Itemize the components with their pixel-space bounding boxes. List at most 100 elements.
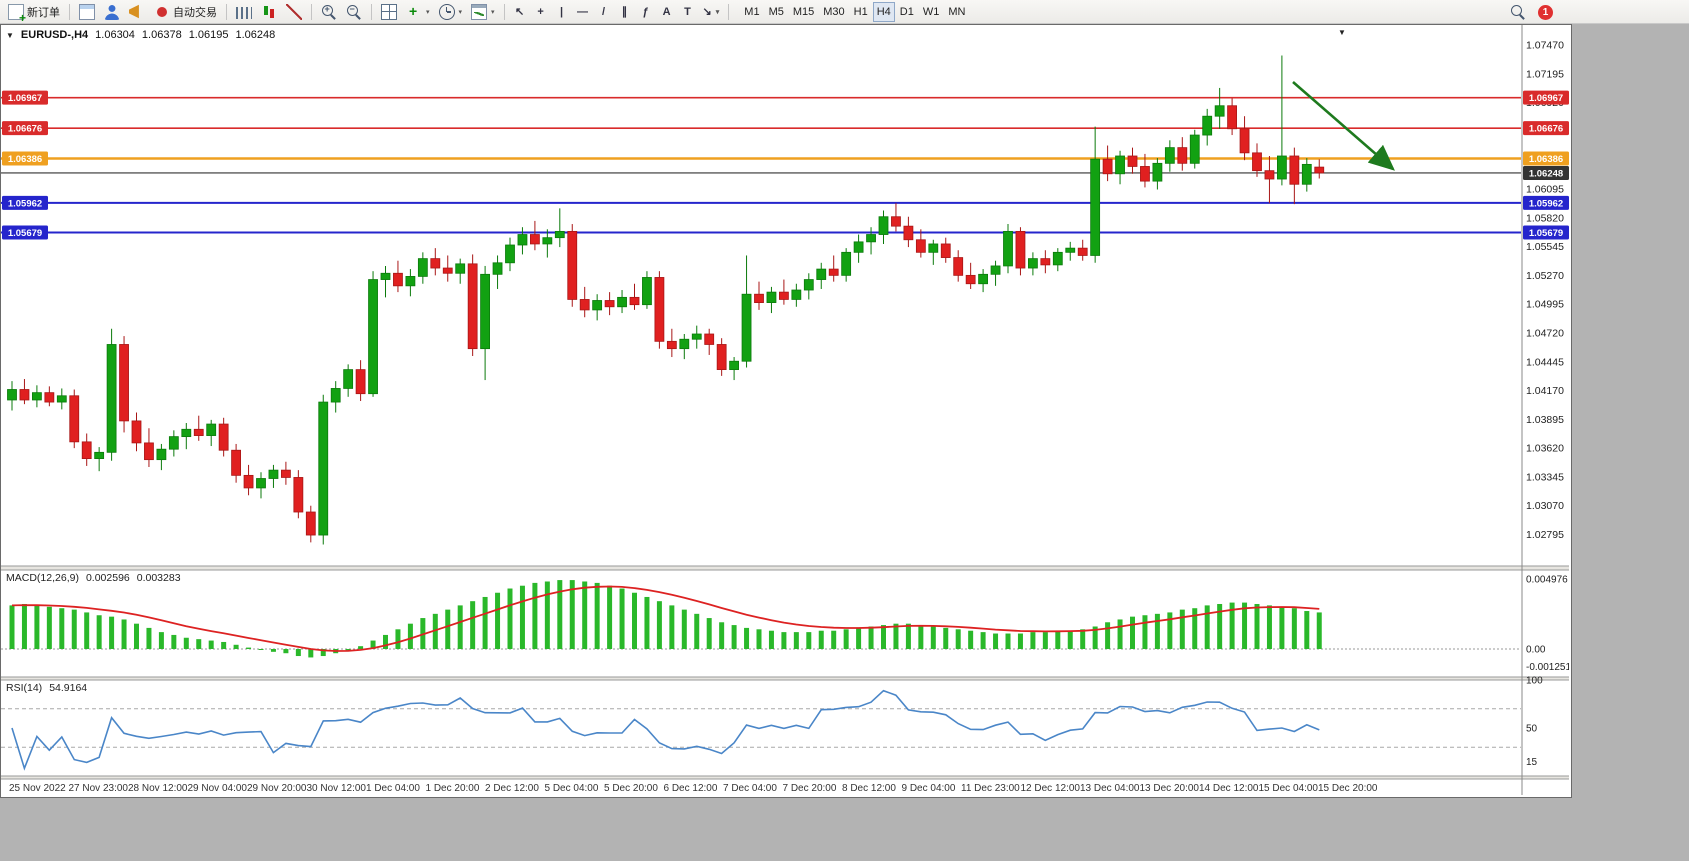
candle	[280, 461, 291, 485]
timeframe-mn-button[interactable]: MN	[944, 2, 969, 22]
arrows-tool-button[interactable]: ↘ ▾	[699, 2, 724, 22]
timeframe-m1-button[interactable]: M1	[740, 2, 763, 22]
candle	[779, 279, 789, 305]
candle	[754, 281, 764, 310]
candle	[119, 336, 129, 433]
zoom-in-button[interactable]: +	[317, 2, 341, 22]
bar-chart-mode-button[interactable]	[232, 2, 256, 22]
time-axis[interactable]: 25 Nov 2022 27 Nov 23:00 28 Nov 12:00 29 No…	[9, 783, 1378, 794]
macd-histogram-bar	[1179, 609, 1185, 649]
price-line-badge-label: 1.05962	[1529, 198, 1563, 209]
timeframe-m5-button[interactable]: M5	[765, 2, 788, 22]
macd-histogram-bar	[694, 613, 700, 649]
candle	[318, 394, 329, 545]
text-tool-button[interactable]: A	[657, 2, 677, 22]
macd-histogram-bar	[1204, 605, 1210, 649]
panel-separator[interactable]	[1, 677, 1569, 680]
macd-histogram-bar	[457, 605, 463, 649]
macd-histogram-bar	[1217, 603, 1223, 649]
trend-arrow-object[interactable]	[1292, 81, 1395, 171]
time-axis-label: 28 Nov 12:00	[128, 783, 188, 794]
profile-button[interactable]	[100, 2, 124, 22]
macd-histogram-bar	[532, 582, 538, 649]
candle	[666, 328, 677, 358]
toolbar-separator	[311, 3, 312, 20]
macd-histogram-bar	[930, 626, 936, 649]
candle	[816, 262, 827, 289]
price-badge-layer: 1.06967 1.06967 1.06676 1.06676 1.06386 1.063…	[2, 90, 1569, 240]
candle	[878, 210, 889, 244]
candle	[480, 265, 491, 381]
fibonacci-tool-button[interactable]: ƒ	[636, 2, 656, 22]
bar-chart-icon	[236, 6, 252, 19]
price-line-badge	[2, 90, 48, 105]
one-click-trading-toggle-icon[interactable]: ▼	[6, 30, 14, 40]
crosshair-tool-button[interactable]: +	[531, 2, 551, 22]
chart-shift-marker-icon[interactable]: ▼	[1338, 28, 1346, 37]
timeframe-m30-button[interactable]: M30	[819, 2, 848, 22]
candle	[243, 464, 254, 496]
macd-histogram-bar	[831, 630, 837, 649]
macd-histogram-bar	[1055, 630, 1061, 649]
panel-separator[interactable]	[1, 776, 1569, 779]
price-axis[interactable]: 1.074701.071951.069201.066451.063701.060…	[1526, 40, 1569, 769]
price-line-badge	[1523, 165, 1569, 180]
autotrading-icon	[154, 4, 170, 20]
candle	[866, 227, 876, 255]
price-line-badge-label: 1.06967	[1529, 93, 1563, 104]
trendline-tool-button[interactable]: /	[594, 2, 614, 22]
panel-separator[interactable]	[1, 566, 1569, 570]
candle	[81, 433, 92, 466]
timeframe-w1-button[interactable]: W1	[919, 2, 944, 22]
channel-tool-button[interactable]: ∥	[615, 2, 635, 22]
candle	[231, 443, 242, 483]
macd-histogram-bar	[1279, 606, 1285, 649]
macd-histogram-bar	[619, 588, 625, 649]
notification-badge[interactable]: 1	[1538, 4, 1553, 20]
template-button[interactable]: ▾	[467, 2, 499, 22]
search-button[interactable]	[1506, 2, 1530, 22]
cursor-tool-button[interactable]: ↖	[510, 2, 530, 22]
price-line-badge	[1523, 151, 1569, 166]
candle	[891, 203, 901, 232]
period-button[interactable]: ▾	[435, 2, 467, 22]
macd-histogram-bar	[1092, 626, 1098, 649]
horizontal-line-tool-button[interactable]: —	[573, 2, 593, 22]
chart-canvas[interactable]: ▼ 1.074701.071951.069201.066451.063701.06…	[1, 25, 1569, 795]
trendline-icon: /	[602, 5, 606, 18]
timeframe-h4-button[interactable]: H4	[872, 1, 895, 22]
timeframe-d1-button[interactable]: D1	[896, 2, 918, 22]
zoom-out-button[interactable]: −	[342, 2, 366, 22]
add-indicator-button[interactable]: ▾	[402, 2, 434, 22]
new-order-button[interactable]: 新订单	[4, 2, 64, 24]
macd-histogram-bar	[768, 630, 774, 649]
chart-window-button[interactable]	[75, 2, 99, 22]
price-axis-label: 1.05820	[1526, 212, 1564, 224]
price-line-badge	[1523, 225, 1569, 240]
chart-symbol-title: EURUSD-,H4	[20, 29, 89, 41]
candle	[343, 364, 354, 397]
vertical-line-tool-button[interactable]: |	[552, 2, 572, 22]
tile-windows-button[interactable]	[377, 2, 401, 22]
macd-histogram-bar	[1192, 608, 1198, 649]
line-chart-icon	[286, 3, 302, 20]
candle	[1003, 224, 1013, 274]
macd-label-bar: MACD(12,26,9) 0.002596 0.003283	[6, 572, 181, 584]
price-line-badge-label: 1.05962	[8, 198, 42, 209]
candle-chart-mode-button[interactable]	[257, 2, 281, 22]
text-label-tool-button[interactable]: T	[678, 2, 698, 22]
time-axis-label: 7 Dec 20:00	[783, 783, 837, 794]
autotrading-button[interactable]: 自动交易	[150, 2, 221, 22]
timeframe-m15-button[interactable]: M15	[789, 2, 818, 22]
time-axis-label: 5 Dec 04:00	[545, 783, 599, 794]
price-line-badge-label: 1.05679	[8, 228, 42, 239]
price-axis-label: 1.05270	[1526, 270, 1564, 282]
candle	[1152, 158, 1163, 190]
macd-histogram-bar	[432, 613, 438, 649]
time-axis-label: 27 Nov 23:00	[69, 783, 129, 794]
alerts-button[interactable]	[125, 2, 149, 22]
line-chart-mode-button[interactable]	[282, 2, 306, 22]
time-axis-label: 15 Dec 20:00	[1318, 783, 1378, 794]
cursor-icon: ↖	[514, 6, 525, 18]
timeframe-h1-button[interactable]: H1	[850, 2, 872, 22]
